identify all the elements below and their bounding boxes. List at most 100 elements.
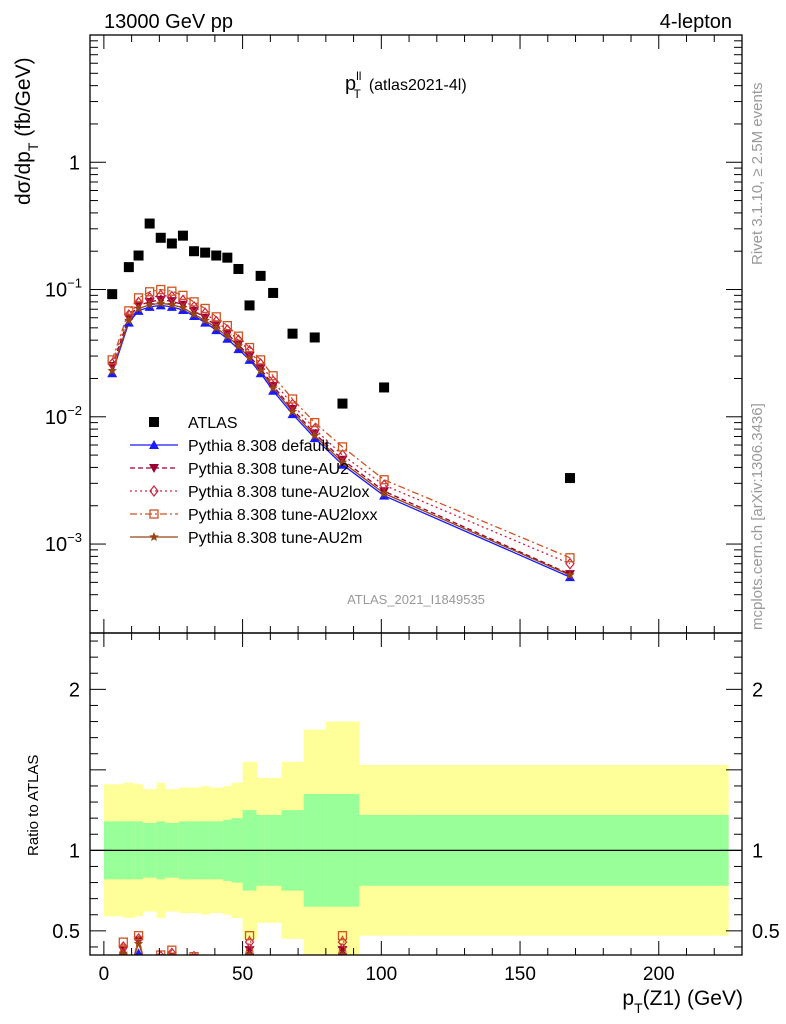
legend-label-au2loxx: Pythia 8.308 tune-AU2loxx <box>188 507 377 524</box>
point-atlas <box>155 232 166 243</box>
y-label-main-b: (fb/GeV) <box>12 57 35 142</box>
point-au2loxx <box>268 371 278 381</box>
point-atlas <box>309 332 320 343</box>
point-au2loxx <box>156 284 166 295</box>
header-right: 4-lepton <box>660 11 732 33</box>
ratio-y-tick-label-right: 1 <box>752 840 763 862</box>
point-au2m <box>268 383 278 393</box>
point-au2m <box>222 331 233 341</box>
legend-marker-atlas <box>149 417 159 427</box>
plot-title-suffix: (atlas2021-4l) <box>369 77 467 94</box>
point-au2loxx <box>145 287 155 297</box>
point-au2loxx <box>255 355 266 365</box>
point-au2m <box>133 303 144 313</box>
ratio-spike-au2loxx <box>244 935 255 955</box>
point-au2loxx <box>310 417 320 428</box>
x-tick-label: 0 <box>99 964 110 985</box>
ratio-point-au2m <box>133 938 144 948</box>
point-au2loxx <box>124 306 134 316</box>
point-au2loxx <box>133 293 144 303</box>
point-atlas <box>268 287 279 298</box>
point-au2m <box>255 365 266 375</box>
ratio-point-au2lox <box>244 936 255 949</box>
ratio-spike-au2loxx <box>337 935 348 955</box>
ratio-spike-au2loxx <box>134 935 144 955</box>
point-au2m <box>124 315 134 325</box>
ratio-point-au2lox <box>167 947 177 955</box>
ratio-point-au2loxx <box>189 951 199 955</box>
legend-marker-default <box>149 440 159 449</box>
x-tick-label: 150 <box>504 964 536 985</box>
point-atlas <box>211 250 222 261</box>
point-au2m <box>287 406 298 416</box>
point-atlas <box>107 289 118 300</box>
point-au2m <box>200 315 210 325</box>
ratio-y-tick-label-right: 2 <box>752 679 763 701</box>
ratio-y-tick-label-right: 0.5 <box>752 921 780 943</box>
y-tick-label: 1 <box>69 152 80 174</box>
point-au2m <box>565 570 575 580</box>
ratio-point-au2m <box>118 948 128 955</box>
rivet-version-label: Rivet 3.1.10, ≥ 2.5M events <box>749 83 766 266</box>
plot-title-main: p <box>345 73 356 95</box>
y-tick-label: 10−1 <box>45 276 82 302</box>
x-label-sub: T <box>634 1000 643 1016</box>
series-line-au2loxx <box>111 288 571 559</box>
plot-title: pll T (atlas2021-4l) <box>345 69 467 101</box>
point-au2loxx <box>244 342 255 353</box>
point-atlas <box>133 250 144 261</box>
point-au2m <box>211 322 221 332</box>
point-au2loxx <box>379 475 389 485</box>
point-atlas <box>337 398 348 409</box>
ratio-spike-au2loxx <box>167 949 177 955</box>
point-au2loxx <box>200 303 210 314</box>
ratio-spike-au2loxx <box>118 940 128 955</box>
plot-title-sup: ll <box>356 69 361 83</box>
point-atlas <box>244 300 255 311</box>
point-au2m <box>167 299 177 309</box>
point-atlas <box>177 230 188 241</box>
ratio-point-au2loxx <box>244 931 255 941</box>
point-au2m <box>144 299 155 309</box>
ratio-y-tick-label-left: 2 <box>69 679 80 701</box>
analysis-watermark: ATLAS_2021_I1849535 <box>347 592 485 607</box>
point-au2m <box>178 302 188 312</box>
point-au2loxx <box>189 297 199 307</box>
point-au2loxx <box>233 331 244 341</box>
point-au2m <box>107 365 117 375</box>
y-axis-label-main: dσ/dpT (fb/GeV) <box>12 57 41 205</box>
header-left: 13000 GeV pp <box>104 11 233 33</box>
point-au2loxx <box>287 394 298 404</box>
y-label-main-sub: T <box>25 142 41 151</box>
ratio-point-au2m <box>244 950 255 955</box>
ratio-y-tick-label-left: 1 <box>69 840 80 862</box>
legend-label-au2lox: Pythia 8.308 tune-AU2lox <box>188 484 369 501</box>
legend-marker-au2m <box>149 532 159 541</box>
x-tick-label: 100 <box>365 964 397 985</box>
ratio-point-default <box>134 948 143 955</box>
y-tick-label: 10−3 <box>45 530 82 556</box>
point-atlas <box>123 262 134 273</box>
point-atlas <box>144 218 155 229</box>
point-au2loxx <box>565 553 575 563</box>
legend-marker-au2lox <box>149 485 159 497</box>
point-au2m <box>310 430 320 440</box>
point-atlas <box>189 246 200 257</box>
legend-label-au2m: Pythia 8.308 tune-AU2m <box>188 530 362 547</box>
ratio-plot-frame <box>89 632 743 956</box>
ratio-point-au2m <box>337 950 348 955</box>
point-au2m <box>233 341 244 350</box>
point-au2m <box>156 298 166 308</box>
series-line-au2lox <box>111 294 571 565</box>
point-atlas <box>564 473 575 484</box>
main-series-markers <box>107 218 575 582</box>
point-au2loxx <box>178 290 188 300</box>
point-au2loxx <box>337 442 348 452</box>
point-atlas <box>255 270 266 281</box>
y-label-main-a: dσ/dp <box>12 151 35 205</box>
legend-label-default: Pythia 8.308 default <box>188 438 330 455</box>
x-label-a: p <box>622 987 634 1010</box>
legend-marker-au2loxx <box>149 509 159 519</box>
y-tick-label: 10−2 <box>45 403 82 429</box>
